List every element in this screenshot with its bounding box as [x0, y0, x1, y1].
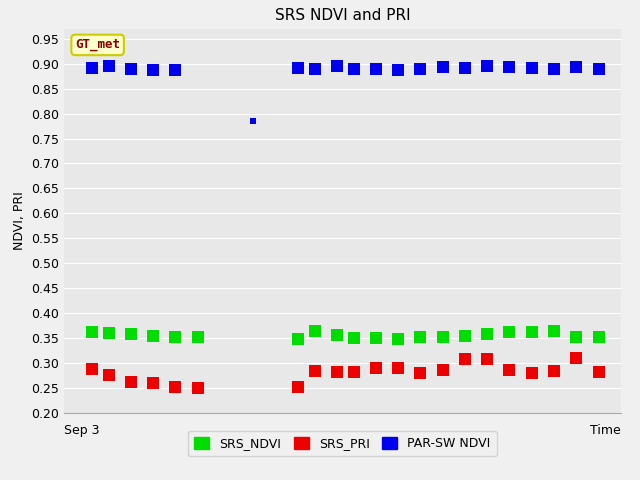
Legend: SRS_NDVI, SRS_PRI, PAR-SW NDVI: SRS_NDVI, SRS_PRI, PAR-SW NDVI [188, 431, 497, 456]
Text: Sep 3: Sep 3 [64, 424, 99, 437]
Text: GT_met: GT_met [75, 38, 120, 51]
Text: Time: Time [590, 424, 621, 437]
Y-axis label: NDVI, PRI: NDVI, PRI [13, 192, 26, 250]
Title: SRS NDVI and PRI: SRS NDVI and PRI [275, 9, 410, 24]
